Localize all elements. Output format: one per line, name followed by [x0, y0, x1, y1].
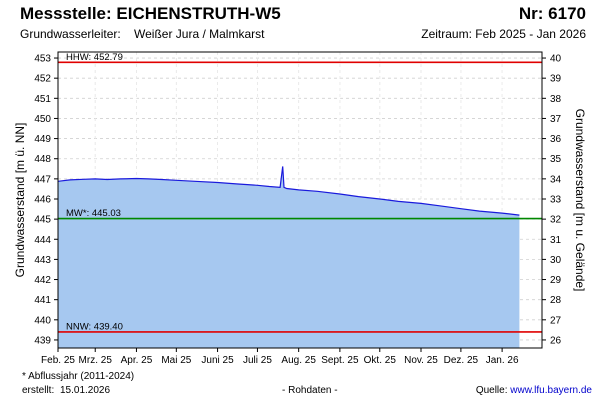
- reference-label: HHW: 452.79: [66, 52, 123, 63]
- created-label: erstellt:: [22, 385, 55, 396]
- plot-frame: [57, 51, 543, 349]
- y-tick-label: 448: [34, 154, 51, 165]
- reference-label: NNW: 439.40: [66, 321, 123, 332]
- source-link[interactable]: www.lfu.bayern.de: [510, 385, 592, 396]
- y-tick-label: 450: [34, 114, 51, 125]
- aquifer-value: Weißer Jura / Malmkarst: [134, 27, 265, 41]
- x-tick-label: Okt. 25: [364, 355, 397, 366]
- x-tick-label: Nov. 25: [404, 355, 438, 366]
- x-tick-label: Apr. 25: [121, 355, 153, 366]
- x-tick-label: Jan. 26: [486, 355, 519, 366]
- y-tick-label: 444: [34, 235, 51, 246]
- reference-label: MW*: 445.03: [66, 208, 121, 219]
- y-tick-label-right: 36: [550, 134, 562, 145]
- y-tick-label-right: 28: [550, 295, 562, 306]
- created-date: 15.01.2026: [60, 385, 111, 396]
- y-tick-label: 442: [34, 275, 51, 286]
- y-tick-label-right: 26: [550, 335, 562, 346]
- y-tick-label: 449: [34, 134, 51, 145]
- y-ticks-right: 26 27 28 29 30 31 32 33 34 35 36 37 38 39 40: [542, 54, 562, 346]
- x-tick-label: Dez. 25: [444, 355, 479, 366]
- x-tick-label: Mai 25: [161, 355, 191, 366]
- aquifer-label: Grundwasserleiter:: [20, 27, 121, 41]
- y-tick-label-right: 38: [550, 94, 562, 105]
- y-axis-label-left: Grundwasserstand [m ü. NN]: [13, 123, 27, 278]
- y-tick-label: 441: [34, 295, 51, 306]
- y-tick-label: 439: [34, 335, 51, 346]
- y-tick-label: 451: [34, 94, 51, 105]
- x-ticks: Feb. 25 Mrz. 25 Apr. 25 Mai 25 Juni 25 Juli 2…: [41, 348, 519, 366]
- source-label: Quelle:: [475, 385, 508, 396]
- y-tick-label-right: 34: [550, 174, 562, 185]
- station-number: Nr: 6170: [518, 4, 586, 23]
- x-tick-label: Juli 25: [243, 355, 272, 366]
- x-tick-label: Juni 25: [201, 355, 234, 366]
- y-tick-label-right: 27: [550, 315, 562, 326]
- y-tick-label-right: 39: [550, 74, 562, 85]
- footnote: * Abflussjahr (2011-2024): [22, 371, 135, 382]
- y-tick-label: 452: [34, 74, 51, 85]
- y-ticks-left: 439 440 441 442 443 444 445 446 447 448 449 450 451 4…: [34, 54, 58, 346]
- period-label: Zeitraum: Feb 2025 - Jan 2026: [421, 27, 586, 41]
- page-title: Messstelle: EICHENSTRUTH-W5: [20, 4, 281, 23]
- y-tick-label-right: 31: [550, 235, 562, 246]
- y-tick-label-right: 35: [550, 154, 562, 165]
- y-tick-label: 447: [34, 174, 51, 185]
- x-tick-label: Aug. 25: [281, 355, 316, 366]
- y-tick-label-right: 32: [550, 215, 562, 226]
- x-tick-label: Sept. 25: [321, 355, 359, 366]
- source: Quelle: www.lfu.bayern.de: [476, 385, 592, 396]
- raw-data-note: - Rohdaten -: [282, 385, 338, 396]
- y-tick-label: 440: [34, 315, 51, 326]
- y-tick-label: 446: [34, 194, 51, 205]
- level-area: [58, 166, 520, 348]
- y-tick-label: 445: [34, 215, 51, 226]
- y-tick-label-right: 30: [550, 255, 562, 266]
- y-tick-label: 443: [34, 255, 51, 266]
- y-tick-label-right: 37: [550, 114, 562, 125]
- y-tick-label-right: 40: [550, 54, 562, 65]
- level-series-line: [57, 166, 520, 216]
- y-axis-label-right: Grundwasserstand [m u. Gelände]: [573, 109, 587, 292]
- y-tick-label-right: 29: [550, 275, 562, 286]
- x-tick-label: Feb. 25: [41, 355, 75, 366]
- y-tick-label: 453: [34, 54, 51, 65]
- x-tick-label: Mrz. 25: [79, 355, 113, 366]
- y-tick-label-right: 33: [550, 194, 562, 205]
- reference-lines: HHW: 452.79 MW*: 445.03 NNW: 439.40: [58, 52, 542, 333]
